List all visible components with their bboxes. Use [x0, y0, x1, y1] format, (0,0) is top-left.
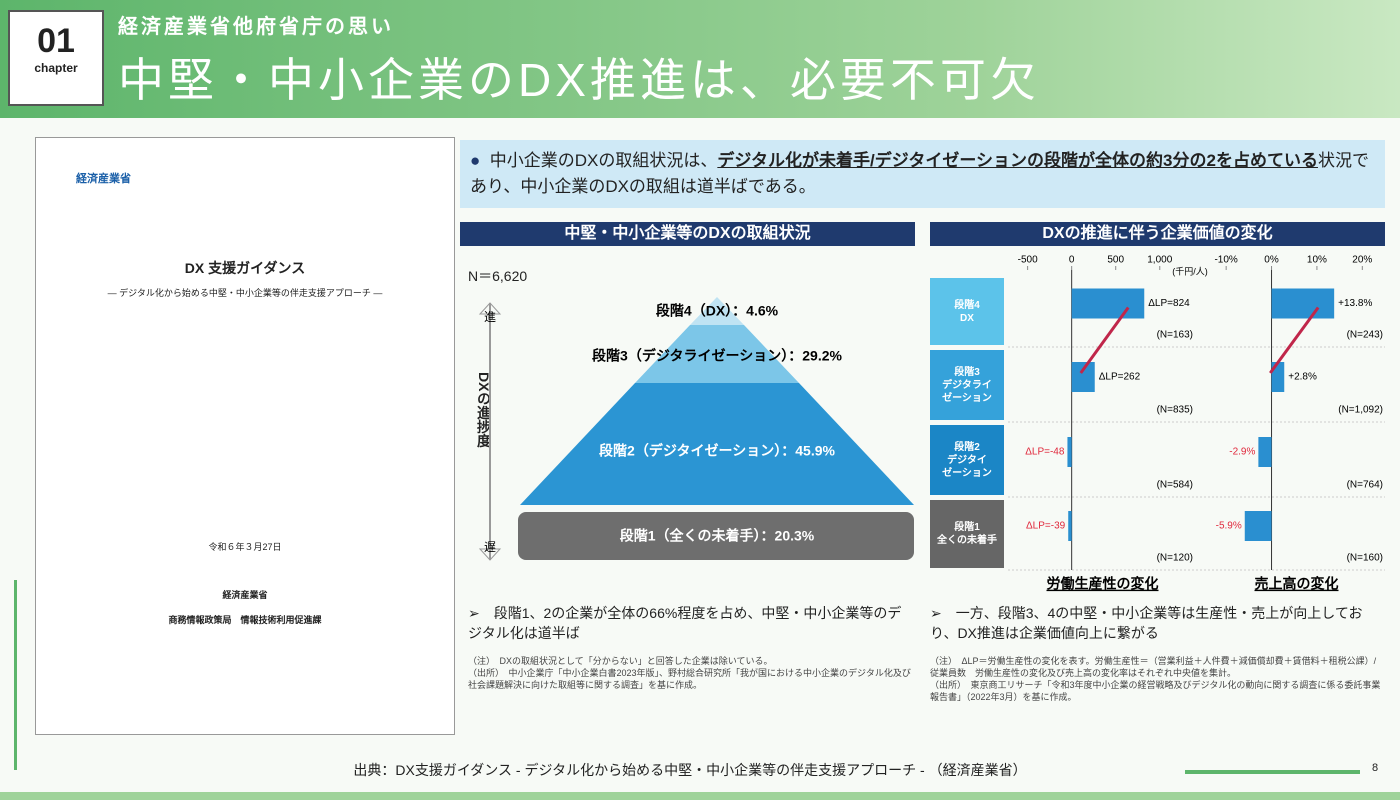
- value-label: ΔLP=-39: [1026, 521, 1066, 532]
- summary-text: 中小企業のDXの取組状況は、: [489, 151, 718, 170]
- sample-note: (N=243): [1347, 330, 1383, 341]
- row-label: 段階3 デジタライ ゼーション: [930, 350, 1004, 420]
- bar: [1068, 511, 1072, 541]
- stage-label: 段階4（DX）：4.6%: [656, 303, 779, 319]
- axis-title: 労働生産性の変化: [1047, 576, 1159, 592]
- pyramid-stage: [520, 383, 914, 505]
- sample-size: N＝6,620: [468, 268, 528, 284]
- header-subtitle: 経済産業省他府省庁の思い: [118, 16, 394, 38]
- note: （注） ΔLP＝労働生産性の変化を表す。労働生産性＝（営業利益＋人件費＋減価償却…: [930, 656, 1377, 678]
- doc-date: 令和６年３月27日: [208, 542, 282, 552]
- stage-label: 段階1（全くの未着手）：20.3%: [620, 528, 815, 544]
- sample-note: (N=584): [1157, 480, 1193, 491]
- x-tick-label: 1,000: [1147, 255, 1172, 266]
- note: （出所） 東京商工リサーチ「令和3年度中小企業の経営戦略及びデジタル化の動向に関…: [930, 680, 1381, 702]
- document-cover: 経済産業省 DX 支援ガイダンス ― デジタル化から始める中堅・中小企業等の伴走…: [35, 137, 455, 735]
- sample-note: (N=160): [1347, 553, 1383, 564]
- pyramid-bullet: ➢ 段階1、2の企業が全体の66%程度を占め、中堅・中小企業等のデジタル化は道半…: [468, 605, 902, 641]
- x-tick-label: 0: [1069, 255, 1075, 266]
- decor-line: [1185, 770, 1360, 774]
- bar: [1258, 437, 1272, 467]
- doc-subtitle: ― デジタル化から始める中堅・中小企業等の伴走支援アプローチ ―: [107, 288, 383, 298]
- chapter-box: 01 chapter: [8, 10, 104, 106]
- x-tick-label: 0%: [1264, 255, 1279, 266]
- axis-title: 売上高の変化: [1255, 576, 1339, 592]
- trend-connector: [1079, 306, 1130, 374]
- value-label: -5.9%: [1216, 521, 1242, 532]
- pyramid-notes: （注） DXの取組状況として「分からない」と回答した企業は除いている。 （出所） …: [468, 655, 913, 691]
- row-label: 段階1 全くの未着手: [930, 500, 1004, 568]
- pyramid-stage: [635, 325, 799, 383]
- source: 出典：DX支援ガイダンス ‐ デジタル化から始める中堅・中小企業等の伴走支援アプ…: [353, 762, 1027, 778]
- value-label: +13.8%: [1338, 298, 1372, 309]
- x-tick-label: 500: [1107, 255, 1124, 266]
- value-label: +2.8%: [1288, 372, 1317, 383]
- stage-label: 段階3（デジタライゼーション）：29.2%: [592, 348, 842, 364]
- value-label: ΔLP=-48: [1025, 447, 1065, 458]
- value-label: -2.9%: [1229, 447, 1255, 458]
- x-tick-label: 10%: [1307, 255, 1327, 266]
- header-title: 中堅・中小企業のDX推進は、必要不可欠: [118, 54, 1040, 106]
- row-label: 段階4 DX: [930, 278, 1004, 345]
- unit-label: (千円/人): [1172, 266, 1208, 276]
- bar: [1071, 288, 1145, 319]
- trend-connector: [1269, 306, 1320, 374]
- sample-note: (N=120): [1157, 553, 1193, 564]
- row-label: 段階2 デジタイ ゼーション: [930, 425, 1004, 495]
- sample-note: (N=835): [1157, 405, 1193, 416]
- bullet-text: 段階1、2の企業が全体の66%程度を占め、中堅・中小企業等のデジタル化は道半ば: [468, 605, 902, 641]
- bar: [1271, 288, 1335, 319]
- summary-emphasis: デジタル化が未着手/デジタイゼーションの段階が全体の約3分の2を占めている: [717, 151, 1318, 170]
- value-label: ΔLP=824: [1148, 298, 1190, 309]
- sample-note: (N=764): [1347, 480, 1383, 491]
- x-tick-label: 20%: [1352, 255, 1372, 266]
- bullet-text: 一方、段階3、4の中堅・中小企業等は生産性・売上が向上しており、DX推進は企業価…: [930, 605, 1363, 641]
- x-tick-label: -10%: [1214, 255, 1237, 266]
- header-band: [0, 0, 1400, 118]
- sample-note: (N=1,092): [1338, 405, 1383, 416]
- chapter-label: chapter: [34, 61, 78, 75]
- bar: [1271, 362, 1285, 392]
- doc-title: DX 支援ガイダンス: [184, 260, 306, 276]
- axis-bottom: 遅: [484, 540, 496, 554]
- doc-logo: 経済産業省: [76, 173, 131, 185]
- doc-dept: 商務情報政策局 情報技術利用促進課: [168, 615, 322, 625]
- arrow-head: [478, 548, 502, 561]
- chapter-number: 01: [37, 22, 75, 60]
- note: （注） DXの取組状況として「分からない」と回答した企業は除いている。: [468, 656, 773, 666]
- decor-band: [0, 792, 1400, 800]
- summary-box: ● 中小企業のDXの取組状況は、デジタル化が未着手/デジタイゼーションの段階が全…: [460, 140, 1385, 208]
- page-number: 8: [1372, 762, 1379, 774]
- decor-line: [14, 580, 17, 770]
- section-heading: DXの推進に伴う企業価値の変化: [930, 222, 1385, 246]
- sample-note: (N=163): [1157, 330, 1193, 341]
- stage-label: 段階2（デジタイゼーション）：45.9%: [599, 443, 835, 459]
- axis-top: 進: [484, 310, 496, 324]
- note: （出所） 中小企業庁「中小企業白書2023年版」、野村総合研究所「我が国における…: [468, 668, 911, 690]
- value-bullet: ➢ 一方、段階3、4の中堅・中小企業等は生産性・売上が向上しており、DX推進は企…: [930, 605, 1363, 641]
- pyramid-stage: [518, 512, 914, 560]
- bar: [1067, 437, 1072, 467]
- value-label: ΔLP=262: [1099, 372, 1141, 383]
- summary-text: 状況であり、中小企業のDXの取組は道半ばである。: [470, 151, 1369, 196]
- pyramid-stage: [690, 297, 744, 325]
- value-notes: （注） ΔLP＝労働生産性の変化を表す。労働生産性＝（営業利益＋人件費＋減価償却…: [930, 655, 1385, 703]
- x-tick-label: -500: [1018, 255, 1038, 266]
- arrow-head: [478, 302, 502, 315]
- bar: [1244, 511, 1272, 541]
- section-heading: 中堅・中小企業等のDXの取組状況: [460, 222, 915, 246]
- bar: [1071, 362, 1095, 392]
- doc-org: 経済産業省: [222, 590, 268, 600]
